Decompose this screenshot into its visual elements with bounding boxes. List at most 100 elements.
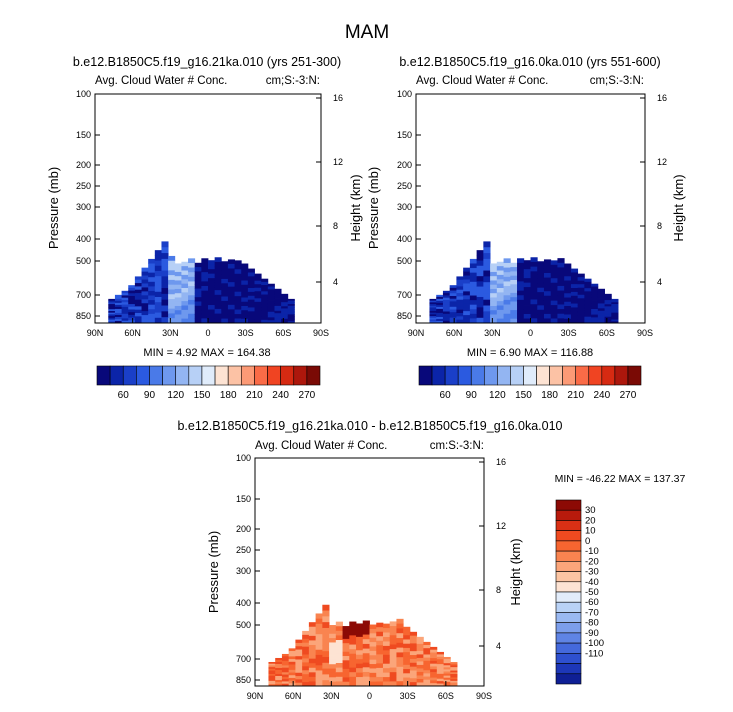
field-cell bbox=[234, 300, 242, 306]
field-cell bbox=[443, 669, 451, 672]
field-cell bbox=[141, 295, 149, 300]
field-cell bbox=[416, 661, 424, 666]
field-cell bbox=[227, 268, 235, 274]
field-cell bbox=[308, 649, 317, 655]
field-cell bbox=[456, 296, 464, 301]
field-cell bbox=[287, 316, 295, 319]
field-cell bbox=[382, 668, 391, 674]
field-cell bbox=[349, 658, 357, 664]
field-cell bbox=[114, 300, 122, 304]
colorbar-label: 10 bbox=[585, 526, 596, 537]
field-cell bbox=[557, 304, 565, 310]
field-cell bbox=[168, 313, 176, 319]
field-cell bbox=[108, 321, 116, 324]
field-cell bbox=[577, 305, 585, 310]
field-cell bbox=[302, 674, 310, 679]
field-cell bbox=[241, 280, 249, 286]
field-cell bbox=[450, 674, 458, 677]
field-cell bbox=[409, 647, 418, 652]
field-cell bbox=[201, 267, 209, 273]
field-cell bbox=[496, 318, 504, 324]
field-cell bbox=[281, 312, 289, 316]
field-cell bbox=[308, 626, 317, 632]
field-cell bbox=[356, 654, 364, 660]
field-cell bbox=[315, 613, 323, 620]
field-cell bbox=[281, 308, 289, 311]
field-cell bbox=[241, 293, 249, 298]
field-cell bbox=[597, 298, 605, 302]
field-cell bbox=[234, 314, 242, 319]
field-cell bbox=[281, 674, 290, 678]
field-cell bbox=[389, 681, 397, 687]
field-cell bbox=[389, 649, 397, 655]
field-cell bbox=[490, 271, 498, 277]
field-cell bbox=[429, 302, 437, 305]
field-cell bbox=[597, 315, 605, 319]
field-cell bbox=[221, 314, 229, 319]
field-cell bbox=[591, 292, 599, 296]
field-cell bbox=[450, 667, 458, 670]
field-cell bbox=[584, 313, 592, 318]
field-cell bbox=[604, 308, 612, 311]
field-cell bbox=[591, 283, 599, 287]
field-cell bbox=[429, 298, 437, 302]
field-cell bbox=[503, 286, 511, 292]
y-tick-label: 700 bbox=[236, 654, 251, 664]
field-cell bbox=[148, 309, 156, 315]
field-cell bbox=[227, 313, 235, 319]
field-cell bbox=[349, 681, 357, 687]
field-cell bbox=[108, 317, 116, 320]
field-cell bbox=[234, 282, 242, 288]
field-cell bbox=[403, 681, 411, 687]
field-cell bbox=[274, 293, 282, 297]
x-tick-label: 60S bbox=[275, 328, 291, 338]
field-cell bbox=[134, 286, 142, 291]
field-cell bbox=[564, 280, 572, 286]
field-cell bbox=[389, 621, 397, 627]
y-tick-label: 700 bbox=[76, 290, 91, 300]
field-cell bbox=[356, 650, 364, 656]
y-right-tick-label: 12 bbox=[657, 157, 667, 167]
field-cell bbox=[550, 296, 558, 302]
field-cell bbox=[523, 318, 531, 324]
field-cell bbox=[201, 304, 209, 310]
field-cell bbox=[611, 304, 619, 307]
field-cell bbox=[281, 306, 289, 309]
field-cell bbox=[436, 312, 444, 316]
field-cell bbox=[423, 667, 431, 671]
field-cell bbox=[148, 318, 156, 324]
field-cell bbox=[302, 662, 310, 667]
field-cell bbox=[584, 319, 592, 324]
field-cell bbox=[469, 313, 478, 319]
field-cell bbox=[450, 670, 458, 673]
field-cell bbox=[247, 307, 255, 312]
field-cell bbox=[288, 667, 296, 671]
field-cell bbox=[476, 281, 484, 287]
field-cell bbox=[168, 318, 176, 324]
field-cell bbox=[591, 317, 599, 321]
field-cell bbox=[449, 290, 457, 294]
field-cell bbox=[254, 287, 262, 292]
field-cell bbox=[128, 285, 136, 289]
field-cell bbox=[530, 266, 538, 272]
field-cell bbox=[436, 304, 444, 308]
field-cell bbox=[288, 680, 296, 684]
field-cell bbox=[362, 657, 370, 664]
field-cell bbox=[510, 310, 518, 315]
field-cell bbox=[584, 310, 592, 314]
field-cell bbox=[550, 264, 558, 270]
field-cell bbox=[268, 665, 276, 668]
field-cell bbox=[376, 681, 384, 687]
colorbar-swatch bbox=[555, 601, 582, 613]
field-cell bbox=[483, 282, 491, 289]
colorbar-swatch bbox=[614, 365, 629, 386]
field-cell bbox=[362, 643, 370, 649]
field-cell bbox=[503, 272, 511, 278]
field-cell bbox=[161, 293, 169, 301]
field-cell bbox=[114, 312, 122, 316]
field-cell bbox=[221, 309, 229, 315]
colorbar-swatch bbox=[588, 365, 603, 386]
field-cell bbox=[436, 661, 444, 665]
field-cell bbox=[442, 302, 451, 305]
field-cell bbox=[577, 287, 585, 292]
